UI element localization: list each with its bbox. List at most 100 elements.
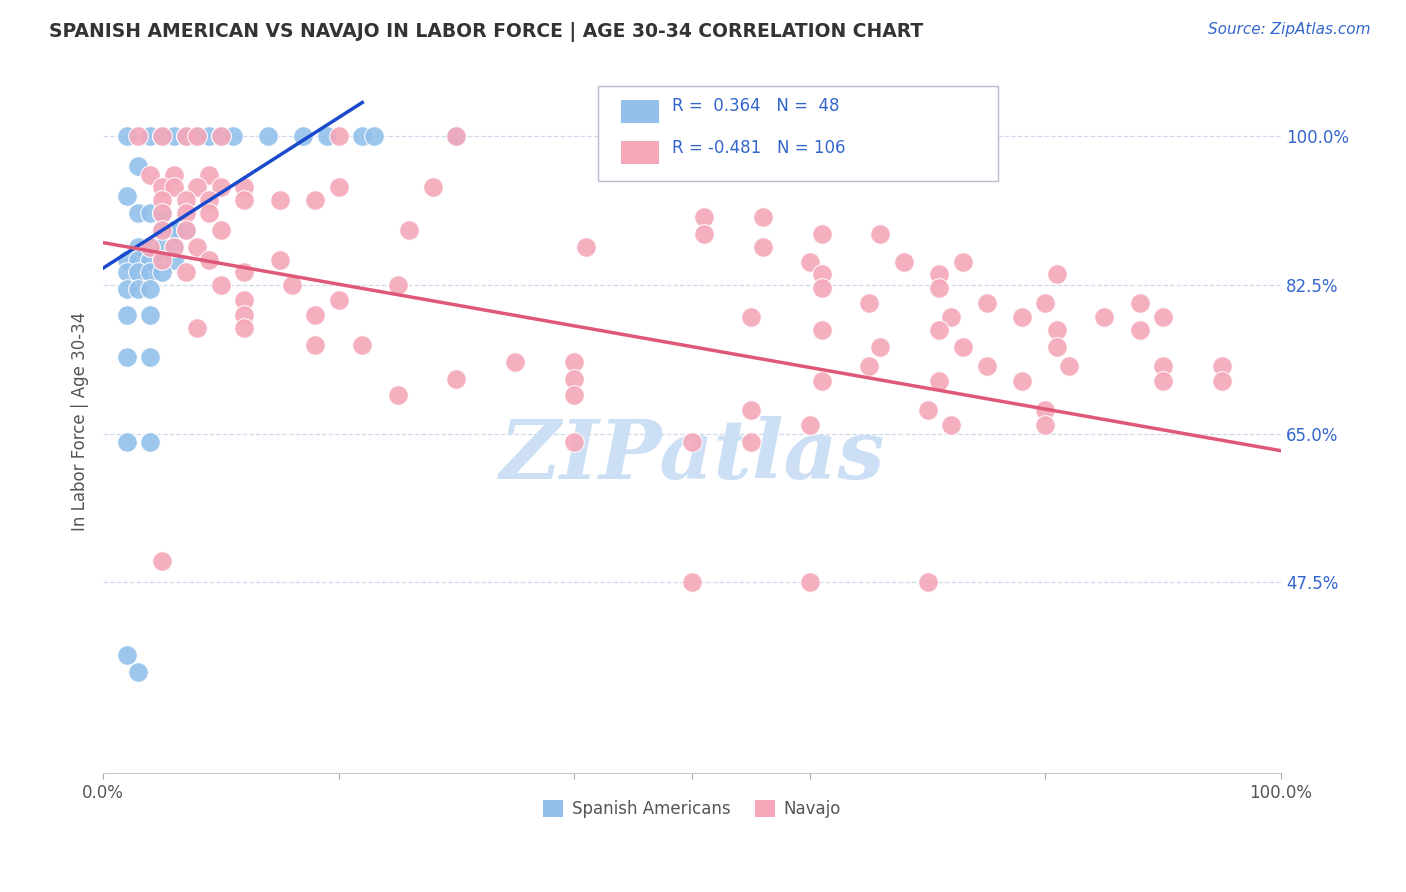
Point [446, 129, 468, 144]
Point [209, 223, 232, 237]
Point [328, 180, 350, 194]
Point [198, 206, 221, 220]
Point [163, 168, 186, 182]
Point [163, 252, 186, 267]
Point [952, 255, 974, 269]
Point [810, 374, 832, 388]
Point [387, 278, 409, 293]
Y-axis label: In Labor Force | Age 30-34: In Labor Force | Age 30-34 [72, 311, 89, 531]
Point [163, 240, 186, 254]
Point [1211, 374, 1233, 388]
Point [1046, 340, 1069, 354]
Point [233, 308, 256, 322]
Point [505, 355, 527, 369]
Point [304, 308, 326, 322]
Point [810, 323, 832, 337]
Point [127, 159, 149, 173]
Point [174, 129, 197, 144]
Point [740, 310, 762, 325]
Point [150, 240, 173, 254]
Point [150, 554, 173, 568]
Point [115, 282, 138, 296]
Point [139, 240, 162, 254]
Point [740, 151, 762, 165]
Point [292, 129, 315, 144]
Point [1211, 359, 1233, 373]
Point [928, 323, 950, 337]
Point [398, 223, 420, 237]
Point [1152, 359, 1174, 373]
Point [150, 193, 173, 207]
Point [928, 280, 950, 294]
Point [941, 310, 963, 325]
Point [1152, 374, 1174, 388]
Point [174, 193, 197, 207]
Point [150, 223, 173, 237]
Point [174, 223, 197, 237]
Point [163, 240, 186, 254]
Point [917, 403, 939, 417]
Point [198, 168, 221, 182]
Point [163, 223, 186, 237]
Point [810, 227, 832, 241]
Point [693, 227, 716, 241]
FancyBboxPatch shape [621, 100, 659, 123]
Point [941, 418, 963, 433]
Point [150, 129, 173, 144]
Text: R = -0.481   N = 106: R = -0.481 N = 106 [672, 139, 845, 157]
Point [127, 240, 149, 254]
Point [233, 320, 256, 334]
Point [233, 180, 256, 194]
Point [928, 374, 950, 388]
Point [115, 351, 138, 365]
Point [150, 252, 173, 267]
Point [1129, 296, 1152, 310]
Point [799, 418, 821, 433]
Point [869, 227, 891, 241]
Point [1035, 403, 1057, 417]
Point [139, 265, 162, 279]
Point [186, 320, 208, 334]
Point [163, 180, 186, 194]
Point [150, 129, 173, 144]
Point [127, 265, 149, 279]
Point [928, 267, 950, 281]
Point [115, 265, 138, 279]
Point [363, 129, 385, 144]
Point [150, 180, 173, 194]
FancyBboxPatch shape [621, 141, 659, 164]
Point [858, 359, 880, 373]
Point [150, 206, 173, 220]
Point [893, 255, 915, 269]
Point [209, 278, 232, 293]
Point [681, 575, 703, 590]
Point [186, 180, 208, 194]
Point [1057, 359, 1080, 373]
Point [127, 206, 149, 220]
Point [198, 129, 221, 144]
Point [328, 129, 350, 144]
Point [233, 293, 256, 308]
Point [304, 193, 326, 207]
Point [115, 435, 138, 450]
Point [810, 267, 832, 281]
Point [316, 129, 339, 144]
Text: R =  0.364   N =  48: R = 0.364 N = 48 [672, 97, 839, 115]
Point [269, 193, 291, 207]
Point [139, 252, 162, 267]
Point [174, 129, 197, 144]
Point [209, 129, 232, 144]
Point [233, 193, 256, 207]
Point [562, 435, 585, 450]
Legend: Spanish Americans, Navajo: Spanish Americans, Navajo [537, 794, 848, 825]
Point [139, 435, 162, 450]
Point [562, 387, 585, 401]
Point [280, 278, 302, 293]
Point [976, 296, 998, 310]
Point [139, 129, 162, 144]
Point [139, 308, 162, 322]
Point [174, 223, 197, 237]
Point [352, 129, 374, 144]
Point [221, 129, 243, 144]
Point [115, 308, 138, 322]
